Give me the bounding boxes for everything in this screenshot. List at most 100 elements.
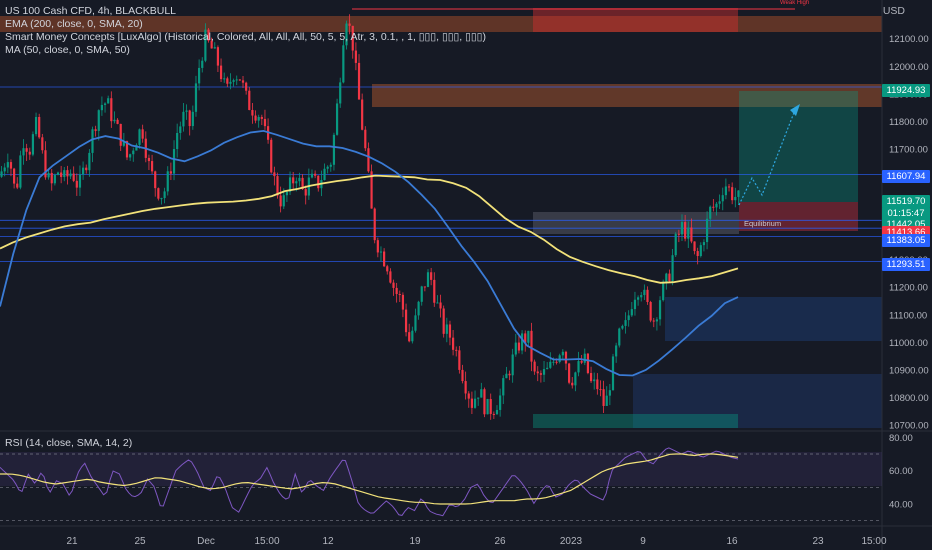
candle-body <box>270 139 273 173</box>
candle-body <box>282 195 285 207</box>
rsi-legend[interactable]: RSI (14, close, SMA, 14, 2) <box>5 437 133 449</box>
candle-body <box>718 201 721 204</box>
candle-body <box>687 227 690 239</box>
time-axis[interactable]: 21 25 Dec 15:00 12 19 26 2023 9 16 23 15:00 <box>66 536 887 547</box>
rsi-tick-label: 80.00 <box>889 433 913 444</box>
key-levels <box>0 86 882 262</box>
candle-body <box>508 373 511 376</box>
bullish-ob-right <box>665 297 882 341</box>
candle-body <box>630 309 633 316</box>
candle-body <box>734 196 737 201</box>
premium-zone-top <box>0 16 882 32</box>
candle-body <box>611 356 615 391</box>
candle-body <box>674 233 677 256</box>
candle-body <box>138 129 141 145</box>
candle-body <box>404 309 408 333</box>
price-tick-label: 11700.00 <box>889 145 928 156</box>
smc-legend[interactable]: Smart Money Concepts [LuxAlgo] (Historic… <box>5 31 486 43</box>
candle-body <box>737 190 740 197</box>
candle-body <box>81 167 85 175</box>
candle-body <box>605 395 608 406</box>
candle-body <box>715 203 718 208</box>
candle-body <box>699 245 702 257</box>
candle-body <box>483 389 486 415</box>
candle-body <box>119 123 122 146</box>
candle-body <box>357 62 361 100</box>
candle-body <box>207 29 210 41</box>
bullish-ob-lower <box>633 374 882 428</box>
candle-body <box>116 119 119 124</box>
candle-body <box>530 330 533 362</box>
time-tick-label: Dec <box>197 536 215 547</box>
candle-body <box>417 301 420 316</box>
time-tick-label: 2023 <box>560 536 583 547</box>
price-tick-label: 10700.00 <box>889 421 929 432</box>
candle-body <box>154 171 157 189</box>
candle-body <box>367 148 370 172</box>
candle-body <box>458 350 461 370</box>
candle-body <box>235 79 238 81</box>
candle-body <box>0 171 3 177</box>
candle-body <box>279 195 282 207</box>
candle-body <box>113 119 116 122</box>
candle-body <box>411 330 414 342</box>
candle-body <box>492 413 495 415</box>
candle-body <box>527 330 530 343</box>
candle-body <box>589 373 593 382</box>
candle-body <box>326 166 329 169</box>
candle-body <box>480 389 483 398</box>
candle-body <box>288 177 292 192</box>
price-tick-label: 11200.00 <box>889 283 928 294</box>
ema-legend[interactable]: EMA (200, close, 0, SMA, 20) <box>5 18 143 30</box>
equilibrium-label: Equilibrium <box>744 219 782 228</box>
candle-body <box>53 174 56 184</box>
price-badge-last: 11519.70 <box>882 195 930 208</box>
candle-body <box>618 328 621 346</box>
candle-body <box>721 195 724 202</box>
time-tick-label: 19 <box>409 536 421 547</box>
candle-body <box>677 233 680 235</box>
candle-body <box>517 342 521 351</box>
candle-body <box>586 353 590 374</box>
candle-body <box>69 173 72 177</box>
candle-body <box>19 155 22 188</box>
projection-path <box>738 104 800 206</box>
candle-body <box>72 173 75 181</box>
order-block-upper <box>372 84 882 107</box>
chart-title[interactable]: US 100 Cash CFD, 4h, BLACKBULL <box>5 5 176 17</box>
candle-body <box>420 286 423 302</box>
candle-body <box>546 367 549 370</box>
time-tick-label: 23 <box>812 536 824 547</box>
price-badge-target: 11924.93 <box>882 84 930 97</box>
candle-body <box>63 170 66 177</box>
candle-body <box>342 45 345 83</box>
candle-body <box>295 181 298 184</box>
candle-body <box>392 282 395 288</box>
candle-body <box>486 399 489 415</box>
ma-legend[interactable]: MA (50, close, 0, SMA, 50) <box>5 44 130 56</box>
candle-body <box>364 129 367 149</box>
candle-body <box>219 65 223 80</box>
candle-body <box>665 273 668 282</box>
candle-body <box>520 333 524 351</box>
candle-body <box>373 208 376 241</box>
candle-body <box>135 144 138 151</box>
price-tick-label: 10900.00 <box>889 366 929 377</box>
candle-body <box>533 361 536 372</box>
candle-body <box>376 240 379 253</box>
candle-body <box>564 351 568 364</box>
target-zone <box>739 91 858 202</box>
candle-body <box>22 148 25 156</box>
candle-body <box>160 198 163 200</box>
candle-body <box>599 389 602 391</box>
time-tick-label: 16 <box>726 536 738 547</box>
countdown-badge: 01:15:47 <box>882 207 930 220</box>
candle-body <box>724 186 727 196</box>
candle-body <box>122 141 125 146</box>
price-tick-label: 11000.00 <box>889 338 928 349</box>
candle-body <box>210 40 213 49</box>
candle-body <box>448 324 452 338</box>
candle-body <box>433 279 436 303</box>
time-tick-label: 15:00 <box>861 536 886 547</box>
